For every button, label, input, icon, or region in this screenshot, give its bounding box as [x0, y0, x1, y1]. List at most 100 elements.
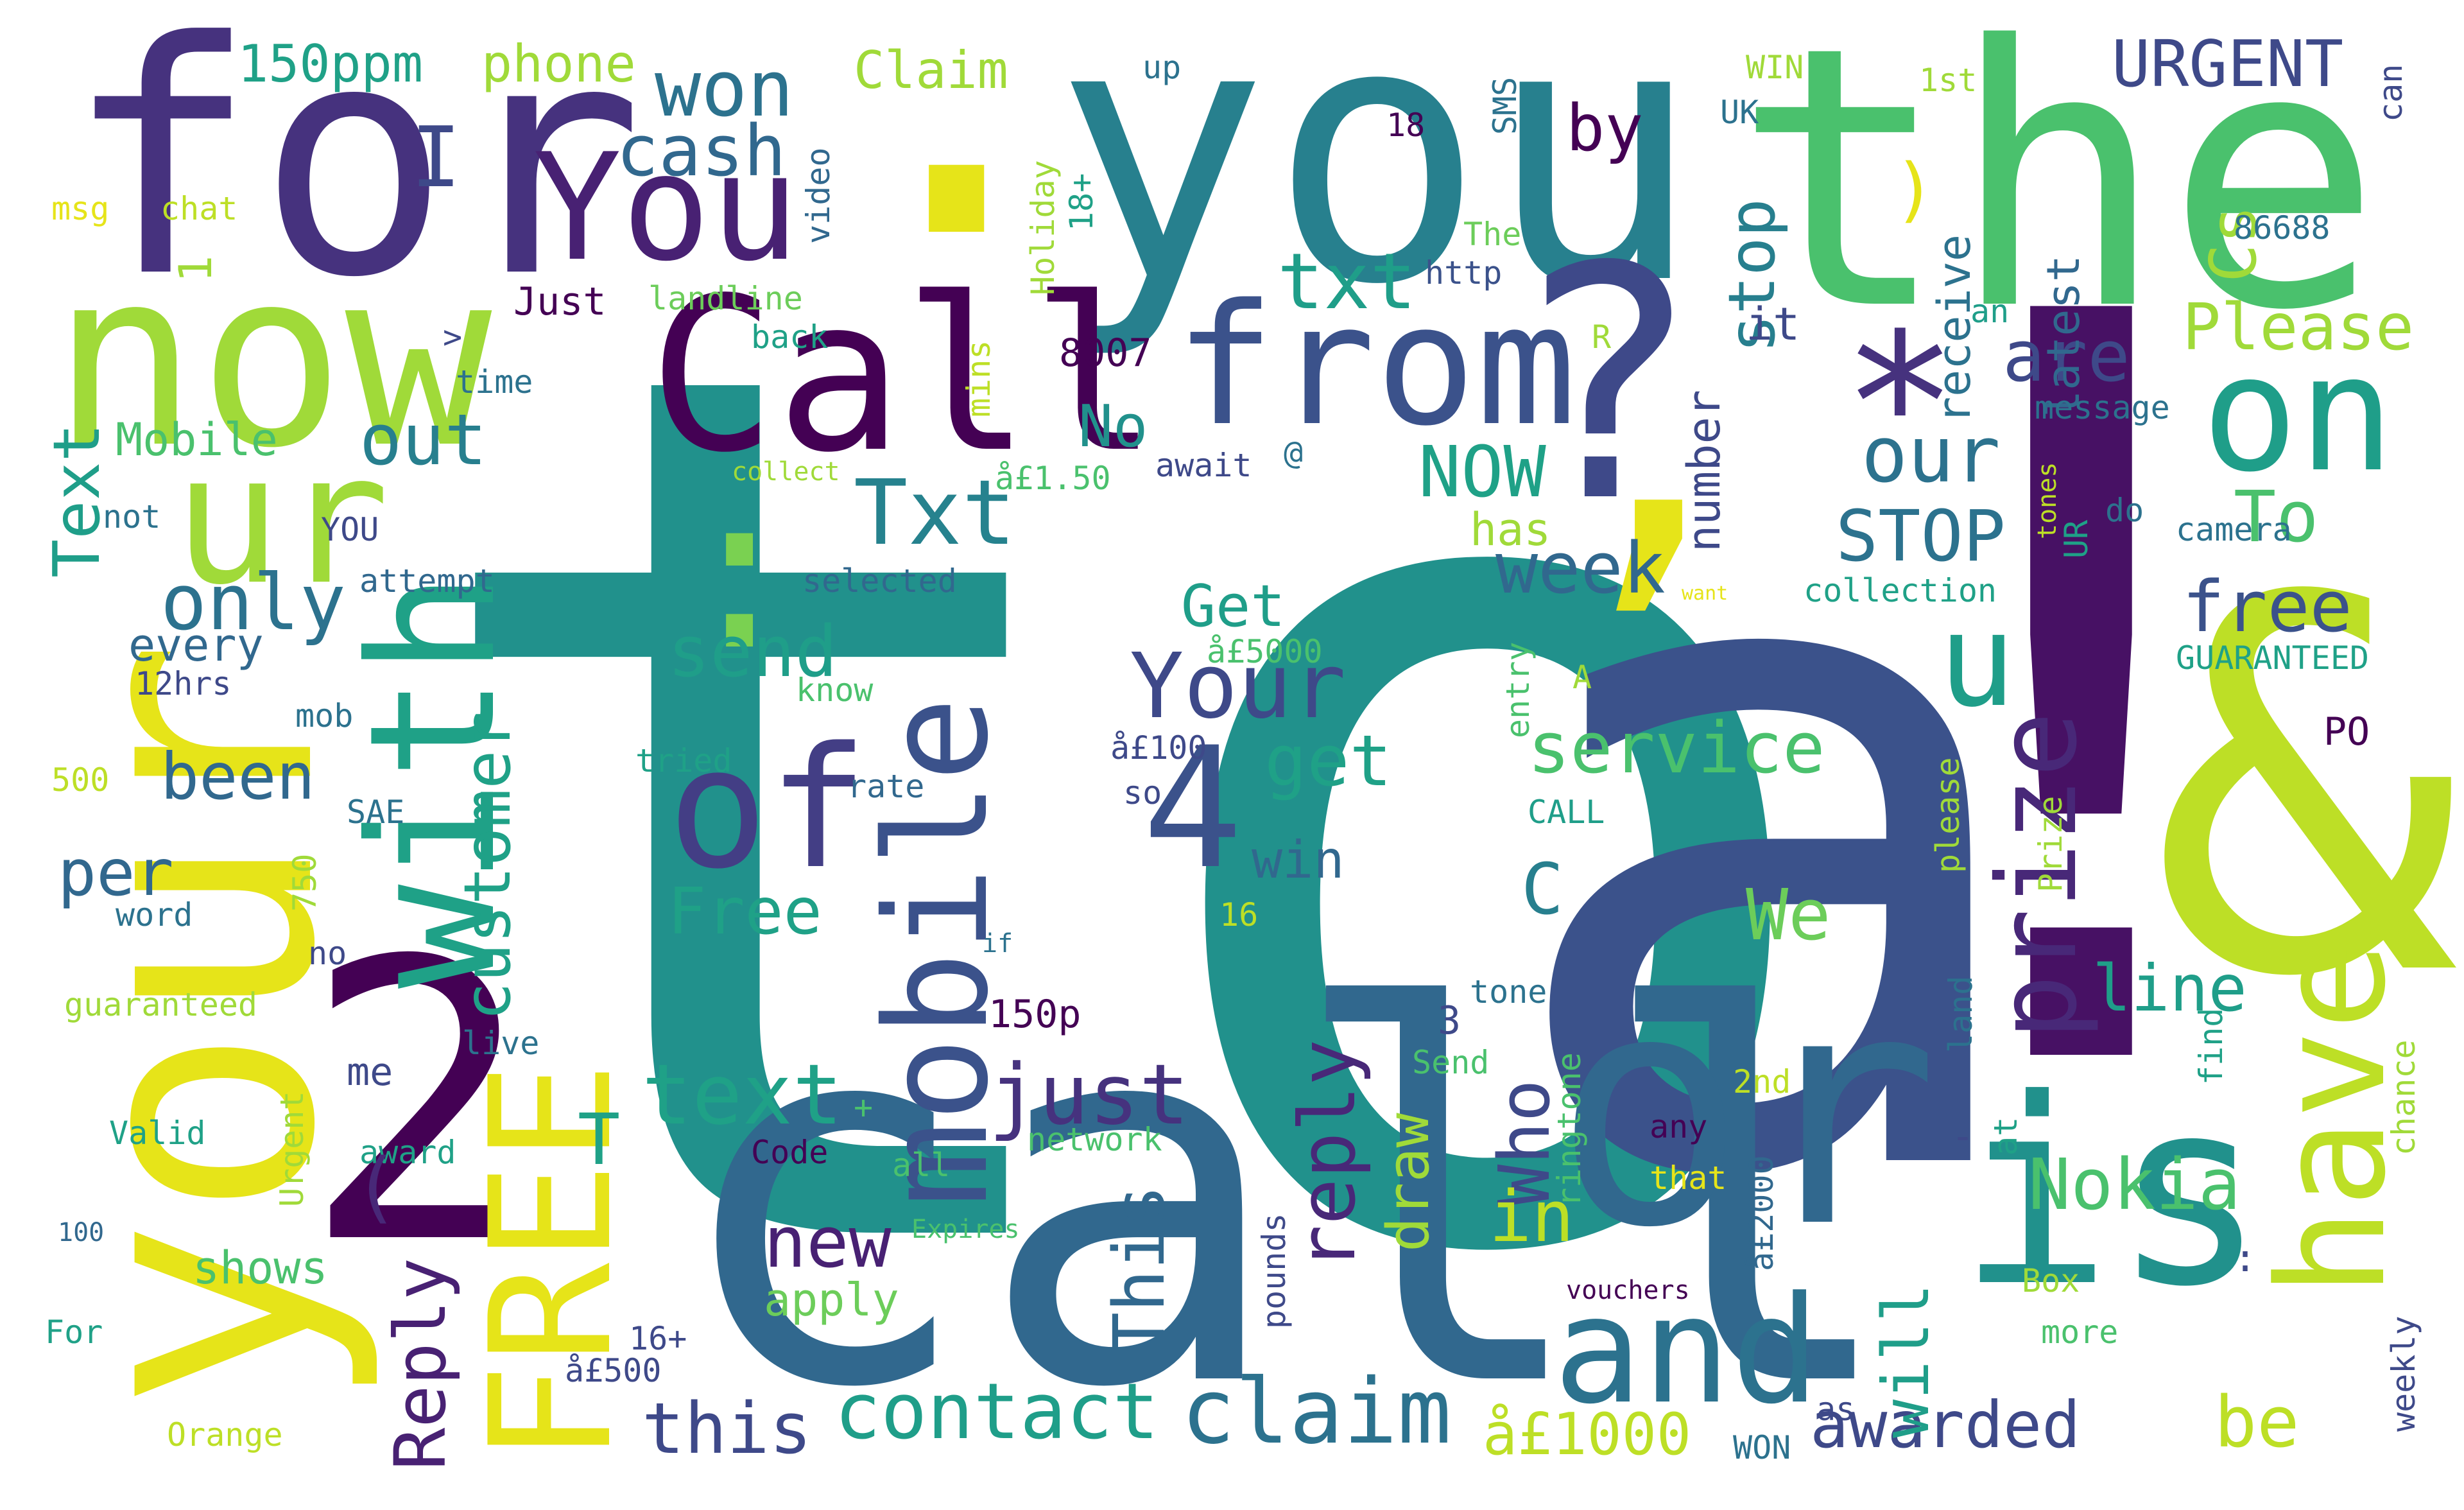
word-this: this	[642, 1387, 812, 1470]
word-await: await	[1155, 447, 1252, 484]
word-18: 18	[1386, 107, 1426, 144]
word-Please: Please	[2182, 290, 2415, 365]
word-16plus: 16+	[629, 1320, 687, 1357]
word-URGENT: URGENT	[2112, 26, 2344, 101]
word-lparen: (	[353, 1143, 400, 1232]
word-back: back	[751, 318, 829, 356]
word-more: more	[2041, 1314, 2119, 1351]
word-GUARANTEED: GUARANTEED	[2176, 639, 2370, 677]
word-mob: mob	[295, 697, 354, 734]
word-message: message	[2035, 389, 2170, 426]
word-colon: :	[674, 444, 806, 699]
word-so: so	[1123, 774, 1162, 811]
word-750: 750	[286, 853, 323, 912]
word-vouchers: vouchers	[1566, 1276, 1690, 1305]
word-Text: Text	[39, 423, 114, 578]
word-you: you	[1053, 0, 1702, 363]
word-at: at	[1987, 1116, 2024, 1156]
word-150ppm: 150ppm	[237, 34, 423, 94]
word-collection: collection	[1804, 572, 1997, 609]
word-tried: tried	[635, 742, 732, 779]
word-in: in	[1489, 1176, 1574, 1258]
word-land: land	[1942, 975, 1979, 1053]
word-is: is	[1958, 1045, 2267, 1343]
word-network: network	[1027, 1121, 1162, 1158]
word-as: as	[1816, 1391, 1856, 1428]
word-comma: ,	[1540, 199, 1773, 648]
word-do: do	[2105, 492, 2144, 529]
word-pound100: å£100	[1110, 729, 1207, 767]
word-now: now	[51, 217, 492, 501]
word-Call: Call	[648, 252, 1159, 499]
word-just: just	[988, 1046, 1190, 1143]
word-me: me	[347, 1050, 393, 1095]
word-CALL: CALL	[1528, 794, 1605, 831]
word-UK: UK	[1720, 94, 1759, 131]
word-Send: Send	[1412, 1044, 1490, 1081]
word-1st: 1st	[1919, 62, 1977, 99]
word-Get: Get	[1181, 573, 1286, 640]
word-shows: shows	[193, 1242, 328, 1294]
word-ur: ur	[173, 415, 390, 625]
word-pound1000: å£1000	[1483, 1401, 1692, 1468]
word-Nokia: Nokia	[2028, 1143, 2241, 1226]
word-500: 500	[51, 761, 110, 799]
word-please: please	[1929, 757, 1967, 873]
word-selected: selected	[802, 562, 957, 600]
word-out: out	[359, 399, 487, 481]
word-Expires: Expires	[911, 1215, 1020, 1244]
word-for: for	[64, 0, 644, 347]
word-award: award	[359, 1134, 456, 1171]
word-number: number	[1678, 390, 1730, 552]
word-ringtone: ringtone	[1551, 1052, 1588, 1207]
word-16: 16	[1219, 896, 1259, 933]
word-no: no	[308, 935, 347, 972]
word-Orange: Orange	[167, 1416, 283, 1454]
word-call: call	[668, 901, 1904, 1500]
word-rate: rate	[847, 768, 925, 805]
word-or: or	[1553, 924, 1940, 1297]
word-dash: -	[1951, 1114, 1975, 1159]
word-gt: >	[443, 318, 463, 356]
word-by: by	[1566, 91, 1644, 166]
word-get: get	[1264, 720, 1392, 802]
word-service: service	[1528, 707, 1825, 789]
word-Claim: Claim	[854, 40, 1008, 100]
word-entry: entry	[1499, 641, 1537, 738]
word-UR: UR	[2058, 519, 2095, 559]
word-guaranteed: guaranteed	[64, 986, 258, 1023]
word-150p: 150p	[988, 992, 1081, 1037]
word-SAE: SAE	[347, 794, 405, 831]
word-it: it	[1746, 298, 1800, 351]
word-reply: reply	[1284, 1039, 1373, 1271]
word-I: I	[411, 108, 461, 206]
word-camera: camera	[2176, 511, 2292, 548]
word-msg: msg	[51, 190, 110, 227]
word-from: from	[1175, 269, 1577, 463]
word-up: up	[1142, 49, 1182, 86]
word-Valid: Valid	[109, 1115, 206, 1152]
word-every: every	[128, 619, 264, 672]
word-WIN: WIN	[1746, 49, 1804, 86]
word-2nd: 2nd	[1733, 1063, 1791, 1100]
word-tones: tones	[2033, 462, 2062, 539]
word-WON: WON	[1733, 1429, 1791, 1466]
word-pound2000: å£2000	[1743, 1155, 1780, 1271]
word-cash: cash	[616, 110, 786, 192]
word-YOU: YOU	[321, 511, 379, 548]
word-and: and	[1553, 1265, 1820, 1437]
word-C: C	[1521, 848, 1564, 930]
word-exclam: !	[1771, 102, 2390, 1297]
word-text: text	[642, 1046, 843, 1143]
word-want: want	[1682, 582, 1728, 605]
word-SMS: SMS	[1486, 76, 1524, 135]
word-Holiday: Holiday	[1024, 160, 1062, 295]
word-plus: +	[854, 1089, 874, 1126]
word-PO: PO	[2323, 709, 2370, 754]
word-per: per	[58, 835, 174, 910]
word-colon2: :	[2234, 1236, 2257, 1281]
word-landline: landline	[648, 280, 803, 317]
word-free: free	[2182, 566, 2352, 648]
word-word: word	[116, 896, 193, 933]
word-at-sign: @	[1284, 434, 1304, 471]
